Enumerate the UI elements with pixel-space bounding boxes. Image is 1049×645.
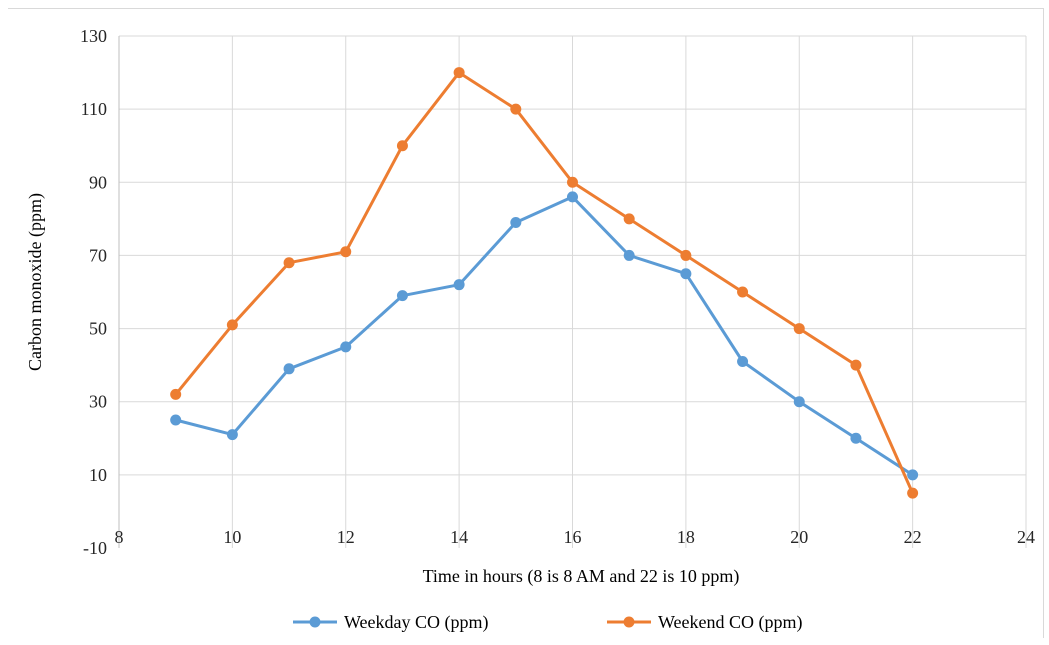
data-point-weekday: [510, 217, 522, 229]
data-point-weekend: [793, 323, 805, 335]
data-point-weekday: [907, 469, 919, 481]
x-tick-label: 20: [790, 527, 808, 547]
x-tick-label: 14: [450, 527, 468, 547]
data-point-weekend: [737, 286, 749, 298]
data-point-weekend: [453, 67, 465, 79]
data-point-weekday: [396, 290, 408, 302]
y-tick-label: -10: [83, 538, 107, 558]
legend-weekend-label: Weekend CO (ppm): [658, 612, 803, 633]
y-tick-label: 50: [89, 319, 107, 339]
x-tick-label: 8: [115, 527, 124, 547]
chart-frame: [8, 8, 1044, 638]
grid: [118, 35, 1027, 548]
data-point-weekday: [283, 363, 295, 375]
x-tick-label: 22: [904, 527, 922, 547]
data-point-weekend: [283, 257, 295, 269]
y-tick-label: 30: [89, 392, 107, 412]
data-point-weekend: [396, 140, 408, 152]
x-tick-label: 16: [564, 527, 582, 547]
x-axis-ticks: 8 10 12 14 16 18 20 22 24: [115, 527, 1036, 547]
legend-weekend-marker: [623, 616, 635, 628]
data-point-weekend: [850, 359, 862, 371]
x-axis-title: Time in hours (8 is 8 AM and 22 is 10 pp…: [423, 566, 740, 587]
data-point-weekday: [623, 249, 635, 261]
data-point-weekend: [340, 246, 352, 258]
data-point-weekday: [453, 279, 465, 291]
data-point-weekend: [907, 487, 919, 499]
x-tick-label: 12: [337, 527, 355, 547]
data-point-weekday: [170, 414, 182, 426]
y-tick-label: 10: [89, 465, 107, 485]
series-line-weekend: [174, 71, 915, 495]
legend-weekday-marker: [309, 616, 321, 628]
data-point-weekday: [680, 268, 692, 280]
data-point-weekday: [226, 429, 238, 441]
y-tick-label: 70: [89, 245, 107, 265]
y-tick-label: 110: [81, 99, 107, 119]
x-tick-label: 24: [1017, 527, 1035, 547]
legend: Weekday CO (ppm) Weekend CO (ppm): [293, 612, 803, 633]
data-point-weekday: [567, 191, 578, 203]
series-line-weekday: [174, 195, 915, 477]
data-point-weekend: [226, 319, 238, 331]
data-point-weekday: [737, 355, 749, 367]
data-point-weekday: [850, 432, 862, 444]
y-tick-label: 90: [89, 172, 107, 192]
x-tick-label: 18: [677, 527, 695, 547]
x-tick-label: 10: [223, 527, 241, 547]
data-point-weekend: [623, 213, 635, 225]
data-point-weekday: [340, 341, 352, 353]
y-axis-ticks: -10 10 30 50 70 90 110 130: [80, 26, 107, 558]
legend-weekday-label: Weekday CO (ppm): [344, 612, 489, 633]
data-point-weekend: [170, 388, 182, 400]
data-point-weekend: [567, 176, 578, 188]
series-group: [170, 67, 919, 499]
y-axis-title: Carbon monoxide (ppm): [25, 193, 46, 371]
data-point-weekend: [510, 103, 522, 115]
data-point-weekday: [793, 396, 805, 408]
data-point-weekend: [680, 249, 692, 261]
y-tick-label: 130: [80, 26, 107, 46]
